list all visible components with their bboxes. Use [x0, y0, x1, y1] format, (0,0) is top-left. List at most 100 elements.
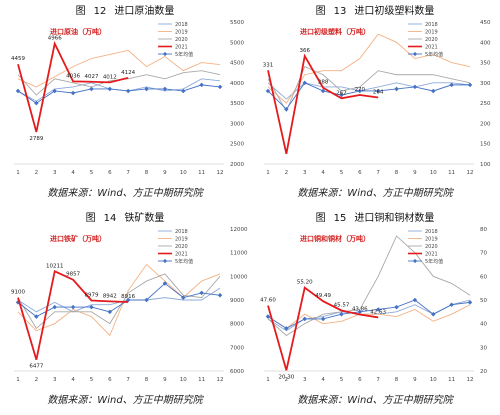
series-line-2021 [267, 53, 379, 155]
legend-label: 2020 [175, 244, 188, 250]
data-label: 4036 [66, 73, 80, 79]
figure-title: 图 14 铁矿数量 [0, 209, 250, 224]
legend-label: 2018 [175, 229, 188, 235]
x-tick-label: 1 [266, 377, 270, 383]
legend-label: 2020 [175, 37, 188, 43]
source-note: 数据来源：Wind、方正中期研究院 [297, 395, 453, 406]
x-tick-label: 7 [376, 170, 380, 176]
legend-label: 2019 [425, 237, 438, 243]
x-tick-label: 10 [180, 170, 187, 176]
data-label: 47.60 [260, 298, 276, 304]
series-point-5年均值 [339, 92, 344, 98]
series-point-5年均值 [52, 88, 57, 94]
figure-title: 图 12 进口原油数量 [0, 2, 250, 17]
series-line-2021 [17, 270, 129, 360]
data-label: 4459 [11, 56, 25, 62]
data-label: 55.20 [297, 280, 313, 286]
source-note: 数据来源：Wind、方正中期研究院 [297, 188, 453, 199]
data-label: 9100 [11, 290, 25, 296]
fig-label: 图 [315, 213, 326, 224]
data-label: 42.63 [370, 309, 386, 315]
data-label: 8916 [121, 294, 135, 300]
x-tick-label: 6 [108, 377, 112, 383]
x-tick-label: 7 [376, 377, 380, 383]
y-tick-label: 2000 [230, 162, 244, 168]
legend-label: 2018 [425, 22, 438, 28]
x-tick-label: 9 [163, 377, 167, 383]
series-point-5年均值 [357, 309, 363, 315]
series-line-2019 [267, 33, 471, 104]
series-point-5年均值 [125, 88, 131, 94]
y-tick-label: 4500 [230, 61, 244, 67]
series-point-5年均值 [394, 304, 399, 310]
y-tick-label: 8000 [230, 322, 244, 328]
y-tick-label: 5000 [230, 40, 244, 46]
fig-label: 图 [75, 6, 86, 17]
series-point-5年均值 [15, 88, 21, 94]
x-tick-label: 3 [303, 170, 307, 176]
data-label: 4027 [84, 74, 98, 80]
x-tick-label: 1 [16, 170, 20, 176]
legend-label: 5年均值 [425, 258, 443, 265]
series-point-5年均值 [89, 86, 94, 92]
series-point-5年均值 [394, 86, 399, 92]
x-tick-label: 1 [16, 377, 20, 383]
y-tick-label: 30 [480, 345, 487, 351]
legend-label: 2020 [425, 37, 438, 43]
x-tick-label: 3 [53, 377, 57, 383]
x-tick-label: 9 [163, 170, 167, 176]
chart-title: 进口铜和铜材（万吨） [300, 234, 370, 243]
series-point-5年均值 [181, 88, 186, 94]
y-tick-label: 350 [480, 61, 491, 67]
fig-number: 12 [93, 6, 107, 17]
x-tick-label: 11 [198, 170, 205, 176]
y-tick-label: 50 [480, 298, 487, 304]
series-line-2019 [267, 304, 471, 329]
series-point-5年均值 [70, 90, 76, 96]
series-line-2019 [17, 49, 221, 88]
series-point-5年均值 [199, 290, 204, 296]
series-point-5年均值 [284, 326, 289, 331]
y-tick-label: 400 [480, 40, 491, 46]
x-tick-label: 8 [145, 377, 149, 383]
series-point-5年均值 [265, 314, 271, 319]
x-tick-label: 7 [126, 170, 130, 176]
legend-label: 2021 [175, 45, 188, 51]
source-note: 数据来源：Wind、方正中期研究院 [47, 188, 203, 199]
x-tick-label: 2 [35, 377, 39, 383]
legend-marker [162, 258, 168, 264]
figure-12: 图 12 进口原油数量 2000 2500 3000 3500 4000 4500 5000 55… [0, 0, 250, 207]
y-tick-label: 6000 [230, 369, 244, 375]
data-label: 10211 [46, 263, 64, 269]
legend-label: 2021 [425, 45, 438, 51]
x-tick-label: 3 [303, 377, 307, 383]
x-tick-label: 8 [395, 170, 399, 176]
legend-label: 2020 [425, 244, 438, 250]
series-line-2021 [17, 40, 129, 133]
figure-15: 图 15 进口铜和铜材数量 20 30 40 50 60 70 80 1 2 3 4 5 6 7 8 9 10 11 1… [250, 207, 500, 414]
data-label: 6477 [29, 364, 43, 370]
x-tick-label: 4 [321, 170, 325, 176]
data-label: 9857 [66, 272, 80, 278]
data-label: 8942 [103, 293, 117, 299]
chart-title: 进口初级塑料（万吨） [300, 27, 370, 36]
series-point-5年均值 [34, 314, 39, 319]
series-line-2020 [17, 273, 221, 330]
data-label: 4012 [103, 74, 117, 80]
data-label: 43.86 [352, 307, 368, 313]
y-tick-label: 60 [480, 274, 487, 280]
x-tick-label: 12 [467, 377, 474, 383]
figure-title: 图 13 进口初级塑料数量 [250, 2, 500, 17]
series-point-5年均值 [107, 86, 113, 92]
series-line-5年均值 [17, 282, 221, 318]
series-line-5年均值 [17, 84, 221, 104]
y-tick-label: 80 [480, 227, 487, 233]
y-tick-label: 3000 [230, 121, 244, 127]
y-tick-label: 250 [480, 101, 491, 107]
x-tick-label: 5 [340, 377, 344, 383]
x-tick-label: 5 [90, 170, 94, 176]
source-note: 数据来源：Wind、方正中期研究院 [47, 395, 203, 406]
data-label: 49.49 [315, 293, 331, 299]
series-point-5年均值 [431, 88, 436, 94]
